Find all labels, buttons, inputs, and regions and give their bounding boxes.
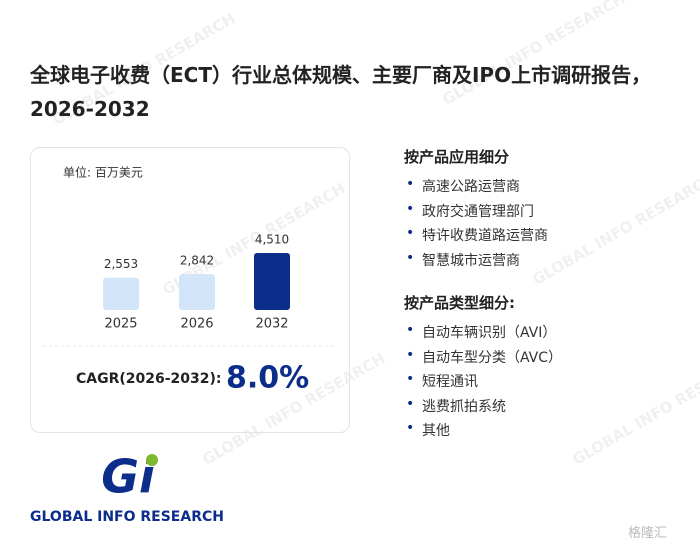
cagr-value: 8.0% — [226, 361, 309, 396]
list-item: 智慧城市运营商 — [404, 250, 694, 275]
category-label: 2026 — [180, 317, 213, 332]
section-heading: 按产品类型细分: — [404, 294, 515, 312]
chart-card: 单位: 百万美元 CAGR(2026-2032): 8.0% 2,553 2025… — [30, 147, 350, 433]
value-label: 2,553 — [104, 257, 138, 271]
list-item: 其他 — [404, 420, 694, 445]
chart: 单位: 百万美元 CAGR(2026-2032): 8.0% 2,553 2025… — [43, 165, 337, 396]
value-label: 4,510 — [255, 233, 289, 247]
segment-lists: 按产品应用细分高速公路运营商政府交通管理部门特许收费道路运营商智慧城市运营商按产… — [404, 146, 694, 463]
bar — [254, 253, 290, 310]
badge: 格隆汇 — [628, 526, 668, 541]
list-item: 特许收费道路运营商 — [404, 225, 694, 250]
list-item: 逃费抓拍系统 — [404, 396, 694, 421]
list-item: 短程通讯 — [404, 371, 694, 396]
bar — [103, 277, 139, 310]
list-item: 自动车辆识别（AVI） — [404, 322, 694, 347]
unit-label: 单位: 百万美元 — [63, 165, 143, 180]
list-item: 政府交通管理部门 — [404, 201, 694, 226]
segment-section: 按产品类型细分: 自动车辆识别（AVI）自动车型分类（AVC）短程通讯逃费抓拍系统… — [404, 292, 694, 445]
cagr-label: CAGR(2026-2032): — [76, 371, 222, 387]
value-label: 2,842 — [180, 254, 214, 268]
category-label: 2025 — [104, 317, 137, 332]
logo-text: GLOBAL INFO RESEARCH — [30, 509, 224, 525]
title: 全球电子收费（ECT）行业总体规模、主要厂商及IPO上市调研报告，2026-20… — [30, 63, 652, 121]
list-item: 自动车型分类（AVC） — [404, 347, 694, 372]
category-label: 2032 — [255, 317, 288, 332]
section-heading: 按产品应用细分 — [404, 148, 510, 166]
logo-dot — [146, 454, 158, 466]
logo: Gi GLOBAL INFO RESEARCH — [30, 450, 224, 525]
segment-section: 按产品应用细分高速公路运营商政府交通管理部门特许收费道路运营商智慧城市运营商 — [404, 146, 694, 274]
list-item: 高速公路运营商 — [404, 176, 694, 201]
bar — [179, 274, 215, 310]
